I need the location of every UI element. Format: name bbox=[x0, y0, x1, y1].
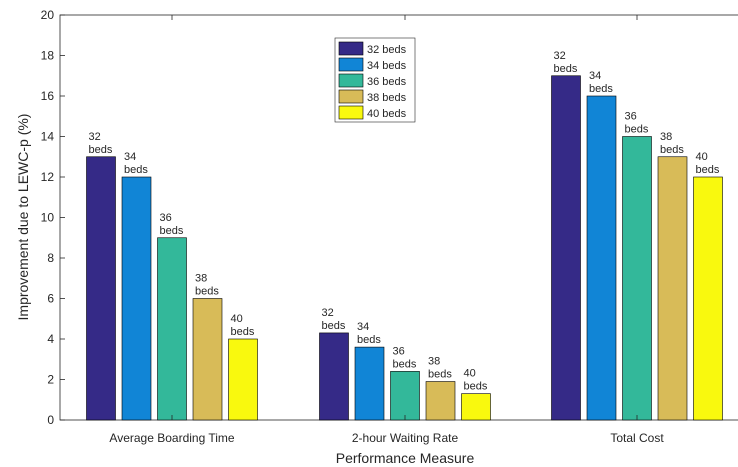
legend-swatch bbox=[338, 105, 364, 120]
legend-swatch bbox=[338, 73, 364, 88]
y-tick-label: 20 bbox=[41, 8, 55, 22]
legend-swatch bbox=[338, 89, 364, 104]
bar-label-number: 38 bbox=[195, 273, 207, 285]
bar-36-beds bbox=[390, 371, 420, 421]
y-axis-label: Improvement due to LEWC-p (%) bbox=[15, 114, 31, 321]
bar-label-number: 38 bbox=[660, 131, 672, 143]
bar-38-beds bbox=[192, 298, 223, 421]
bar-label-unit: beds bbox=[231, 326, 255, 338]
bar-36-beds bbox=[622, 136, 652, 421]
legend-entry: 34 beds bbox=[367, 60, 407, 72]
bar-40-beds bbox=[228, 338, 258, 421]
bars bbox=[86, 75, 723, 421]
bar-label-number: 34 bbox=[589, 70, 601, 82]
y-tick-label: 10 bbox=[41, 211, 55, 225]
legend-swatch bbox=[338, 41, 364, 56]
bar-label-number: 40 bbox=[231, 313, 243, 325]
x-axis-label: Performance Measure bbox=[336, 450, 475, 466]
legend-entry: 38 beds bbox=[367, 92, 407, 104]
bar-label-number: 34 bbox=[124, 151, 136, 163]
bar-label-unit: beds bbox=[428, 369, 452, 381]
bar-label-unit: beds bbox=[322, 320, 346, 332]
legend-entry: 36 beds bbox=[367, 76, 407, 88]
y-axis: 0 2 4 6 8 10 12 14 16 18 20 bbox=[41, 8, 65, 427]
y-tick-label: 18 bbox=[41, 49, 55, 63]
bar-label-unit: beds bbox=[625, 124, 649, 136]
x-tick-label: Total Cost bbox=[610, 431, 664, 445]
bar-34-beds bbox=[354, 346, 385, 421]
bar-label-number: 36 bbox=[393, 345, 405, 357]
bar-label-number: 36 bbox=[160, 212, 172, 224]
bar-label-unit: beds bbox=[89, 144, 113, 156]
bar-34-beds bbox=[586, 95, 617, 421]
bar-label-unit: beds bbox=[589, 83, 613, 95]
bar-label-unit: beds bbox=[660, 144, 684, 156]
y-tick-label: 6 bbox=[47, 292, 54, 306]
legend-entry: 32 beds bbox=[367, 44, 407, 56]
bar-label-number: 34 bbox=[357, 321, 369, 333]
bar-label-unit: beds bbox=[554, 63, 578, 75]
y-tick-label: 8 bbox=[47, 251, 54, 265]
bar-40-beds bbox=[461, 393, 491, 421]
legend-entry: 40 beds bbox=[367, 108, 407, 120]
bar-38-beds bbox=[657, 156, 688, 421]
x-tick-label: 2-hour Waiting Rate bbox=[352, 431, 459, 445]
bar-label-unit: beds bbox=[696, 164, 720, 176]
bar-40-beds bbox=[693, 176, 723, 421]
bar-38-beds bbox=[425, 381, 456, 421]
y-tick-label: 2 bbox=[47, 373, 54, 387]
y-tick-label: 4 bbox=[47, 332, 54, 346]
bar-32-beds bbox=[551, 75, 581, 421]
bar-36-beds bbox=[157, 237, 187, 421]
y-tick-label: 12 bbox=[41, 170, 55, 184]
y-tick-label: 0 bbox=[47, 413, 54, 427]
legend: 32 beds 34 beds 36 beds 38 beds 40 beds bbox=[334, 37, 416, 123]
bar-32-beds bbox=[86, 156, 116, 421]
bar-label-number: 32 bbox=[89, 131, 101, 143]
bar-label-unit: beds bbox=[357, 334, 381, 346]
bar-label-number: 32 bbox=[554, 50, 566, 62]
bar-label-number: 32 bbox=[322, 307, 334, 319]
x-tick-label: Average Boarding Time bbox=[109, 431, 235, 445]
legend-swatch bbox=[338, 57, 364, 72]
bar-label-unit: beds bbox=[160, 225, 184, 237]
bar-34-beds bbox=[121, 176, 152, 421]
x-axis: Average Boarding Time 2-hour Waiting Rate… bbox=[109, 15, 664, 445]
bar-label-number: 40 bbox=[464, 368, 476, 380]
bar-label-number: 38 bbox=[428, 356, 440, 368]
y-tick-label: 14 bbox=[41, 130, 55, 144]
bar-label-unit: beds bbox=[464, 381, 488, 393]
bar-label-unit: beds bbox=[195, 286, 219, 298]
bar-32-beds bbox=[319, 332, 349, 421]
bar-label-number: 40 bbox=[696, 151, 708, 163]
bar-label-unit: beds bbox=[393, 358, 417, 370]
bar-label-number: 36 bbox=[625, 111, 637, 123]
bar-label-unit: beds bbox=[124, 164, 148, 176]
y-tick-label: 16 bbox=[41, 89, 55, 103]
